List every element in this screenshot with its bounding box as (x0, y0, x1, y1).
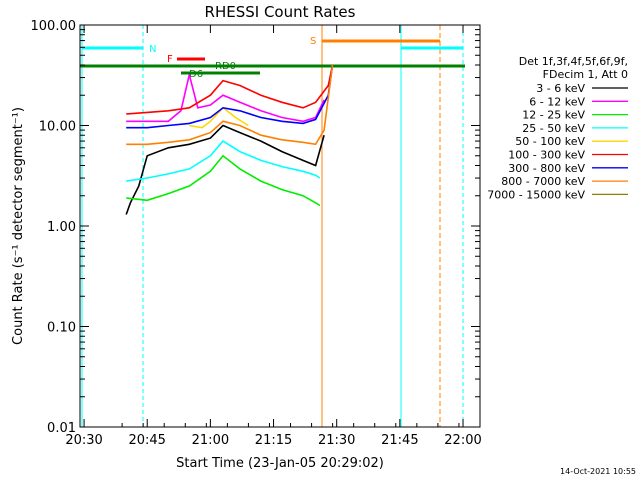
legend-entry-label: 800 - 7000 keV (501, 175, 585, 188)
series-line-50-100-kev (189, 106, 249, 129)
annotation-f: F (167, 54, 173, 65)
legend-header-line-1: Det 1f,3f,4f,5f,6f,9f, (519, 55, 628, 68)
legend-entry-label: 6 - 12 keV (529, 95, 585, 108)
y-tick-label: 100.00 (31, 19, 77, 34)
annotation-s: S (310, 36, 316, 47)
y-axis: 0.01 0.10 1.00 10.00 100.00 (31, 19, 480, 436)
x-tick-label: 20:45 (128, 433, 165, 448)
x-axis-label: Start Time (23-Jan-05 20:29:02) (176, 456, 384, 471)
legend: Det 1f,3f,4f,5f,6f,9f, FDecim 1, Att 0 3… (487, 55, 628, 201)
chart-title: RHESSI Count Rates (205, 3, 356, 21)
x-tick-label: 21:45 (381, 433, 418, 448)
annotation-n: N (149, 44, 156, 55)
legend-entry-label: 300 - 800 keV (508, 162, 585, 175)
x-tick-label: 21:15 (255, 433, 292, 448)
legend-entry-label: 7000 - 15000 keV (487, 188, 585, 201)
legend-header-line-2: FDecim 1, Att 0 (543, 68, 628, 81)
timestamp: 14-Oct-2021 10:55 (560, 467, 636, 476)
x-tick-label: 21:30 (318, 433, 355, 448)
x-tick-label: 21:00 (192, 433, 229, 448)
y-tick-label: 0.01 (47, 421, 76, 436)
legend-entry-label: 25 - 50 keV (522, 122, 585, 135)
series-line-6-12-kev (126, 74, 325, 123)
series-line-100-300-kev (126, 64, 334, 115)
series-line-3-6-kev (125, 124, 325, 215)
legend-entry-label: 3 - 6 keV (536, 82, 585, 95)
y-tick-label: 0.10 (47, 321, 76, 336)
y-tick-label: 1.00 (47, 220, 76, 235)
annotation-d6: D6 (189, 69, 203, 80)
series-line-25-50-kev (126, 140, 321, 182)
legend-entry-label: 50 - 100 keV (515, 135, 585, 148)
legend-entry-label: 100 - 300 keV (508, 149, 585, 162)
plot-area: NF RD0 D6 S (80, 25, 465, 427)
y-tick-label: 10.00 (39, 120, 76, 135)
series-line-800-7000-kev (126, 64, 334, 146)
annotation-rd0: RD0 (215, 61, 236, 72)
series-line-300-800-kev (126, 64, 334, 129)
series-line-12-25-kev (126, 154, 321, 207)
x-tick-label: 20:30 (65, 433, 102, 448)
y-axis-label: Count Rate (s⁻¹ detector segment⁻¹) (11, 107, 26, 345)
legend-entry-label: 12 - 25 keV (522, 109, 585, 122)
x-tick-label: 22:00 (444, 433, 481, 448)
plot-frame (79, 24, 481, 428)
x-axis: 20:30 20:45 21:00 21:15 21:30 21:45 22:00 (65, 25, 482, 448)
